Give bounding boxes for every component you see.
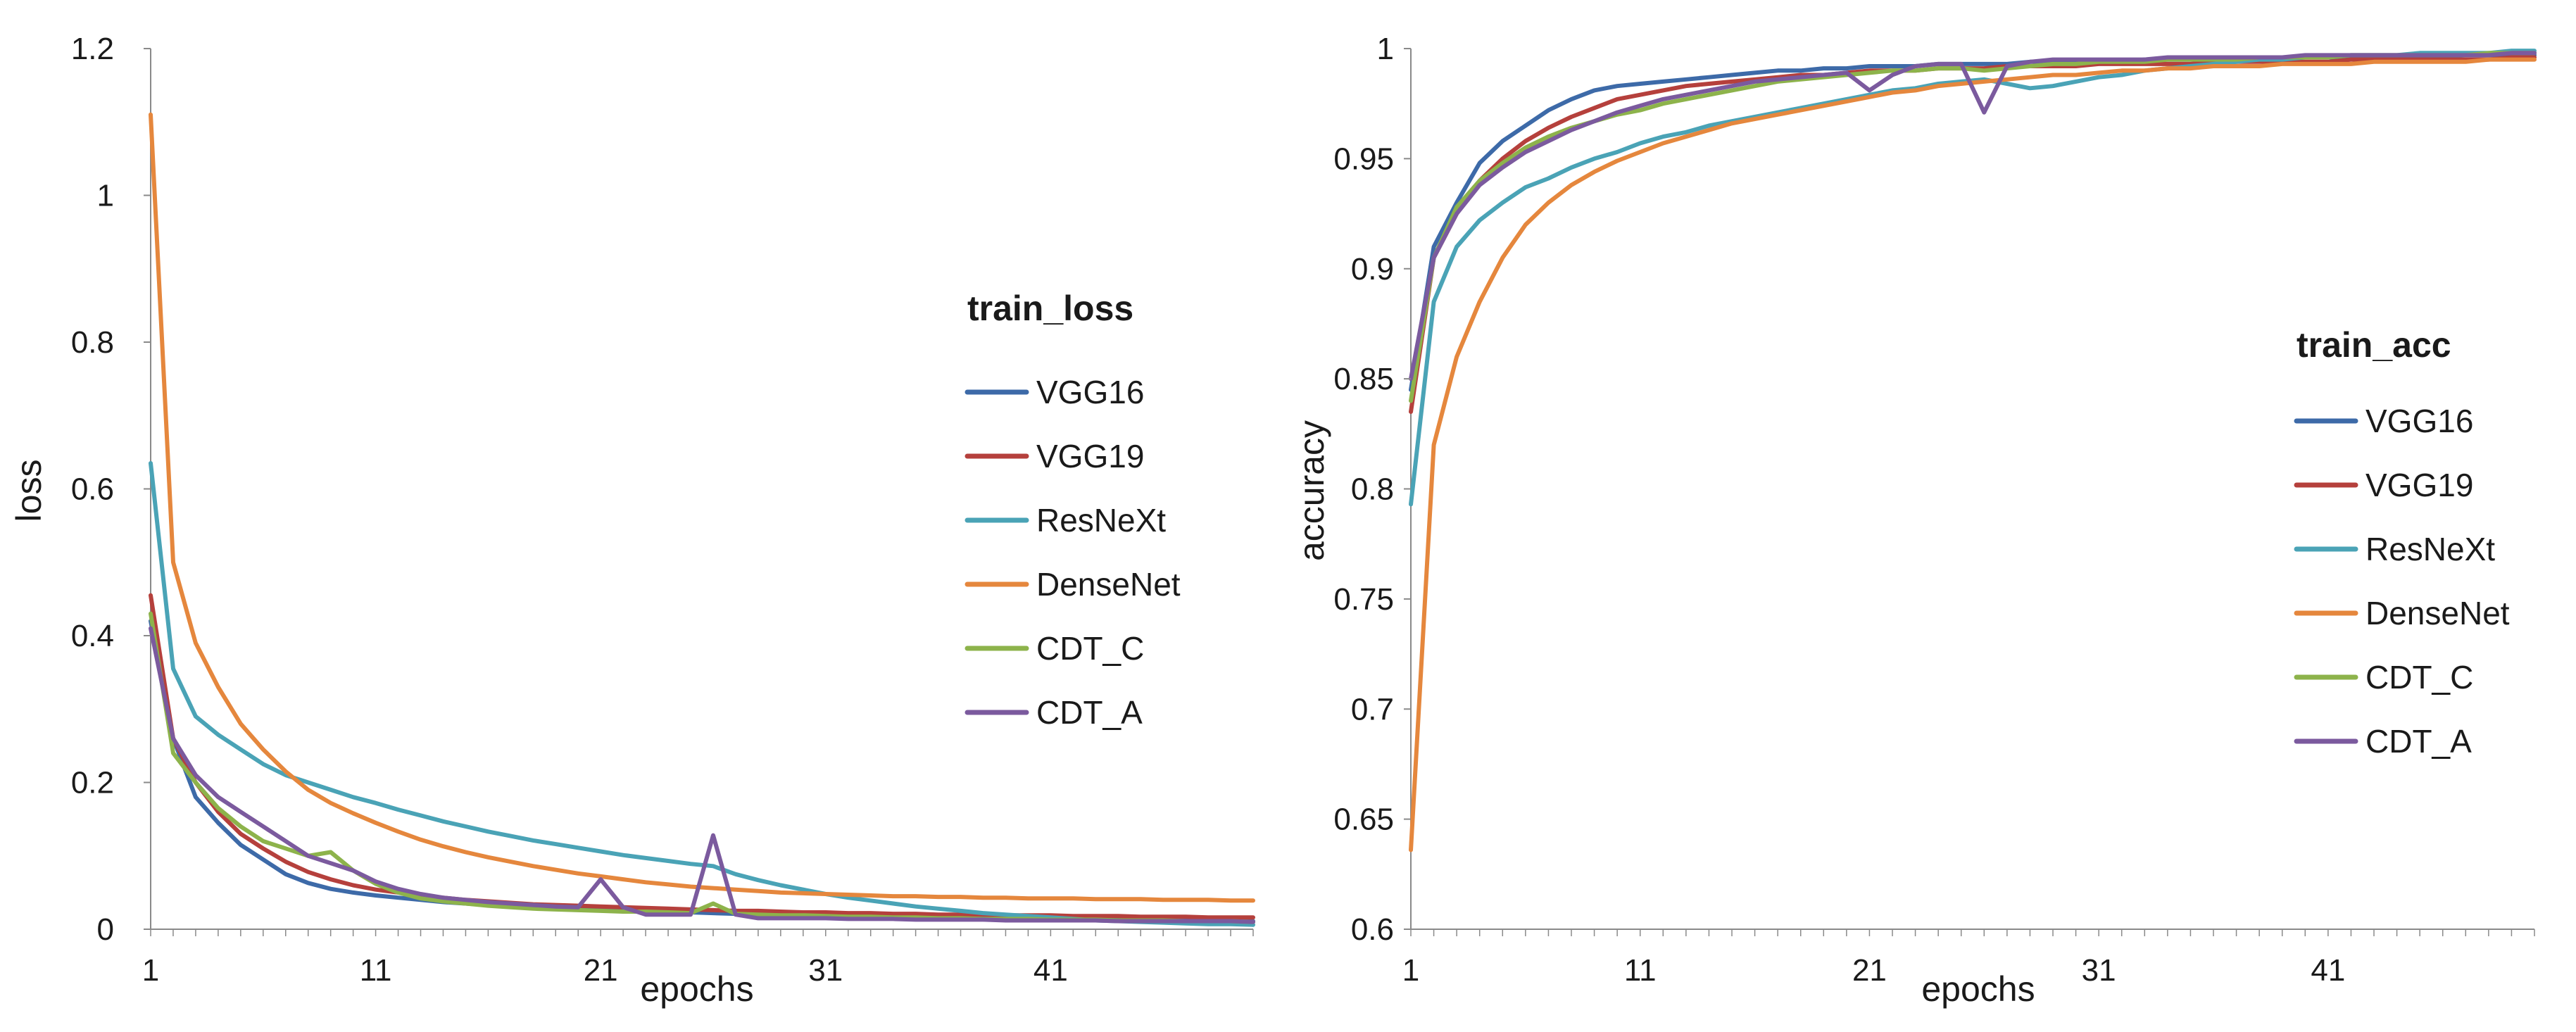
loss-y-axis-title: loss <box>9 460 49 522</box>
loss-y-tick-label: 1 <box>97 179 114 213</box>
accuracy-legend-label: DenseNet <box>2365 595 2510 631</box>
loss-legend-label: DenseNet <box>1036 566 1181 603</box>
loss-chart: 00.20.40.60.811.21 11 21 31 41 epochs loss t… <box>9 32 1255 1009</box>
accuracy-y-tick-label: 0.7 <box>1351 692 1394 726</box>
accuracy-x-tick-label: 1 <box>1402 953 1419 988</box>
accuracy-legend-label: CDT_C <box>2365 659 2473 696</box>
accuracy-y-axis-title: accuracy <box>1292 420 1331 561</box>
loss-x-tick-label: 11 <box>360 953 392 988</box>
loss-y-tick-label: 0.4 <box>71 619 114 653</box>
accuracy-y-tick-label: 0.95 <box>1333 141 1394 176</box>
loss-legend-label: CDT_A <box>1036 694 1143 731</box>
accuracy-x-tick-label: 41 <box>2311 953 2345 988</box>
loss-x-tick-label: 1 <box>142 953 159 988</box>
loss-y-tick-label: 0.8 <box>71 325 114 360</box>
accuracy-series-cdt-a <box>1409 51 2537 382</box>
accuracy-y-tick-label: 1 <box>1377 32 1394 66</box>
accuracy-legend-label: VGG16 <box>2365 403 2473 439</box>
loss-x-axis-title: epochs <box>640 969 753 1009</box>
loss-y-tick-label: 1.2 <box>71 32 114 66</box>
loss-x-tick-label: 31 <box>808 953 843 988</box>
accuracy-y-tick-label: 0.85 <box>1333 362 1394 396</box>
loss-x-tick-label: 41 <box>1033 953 1068 988</box>
accuracy-y-tick-label: 0.65 <box>1333 803 1394 837</box>
loss-legend-label: ResNeXt <box>1036 502 1166 539</box>
accuracy-legend-title: train_acc <box>2297 325 2451 365</box>
accuracy-y-tick-label: 0.6 <box>1351 912 1394 947</box>
loss-series-densenet <box>149 112 1255 903</box>
accuracy-y-tick-label: 0.75 <box>1333 582 1394 617</box>
accuracy-x-tick-label: 11 <box>1624 953 1657 988</box>
accuracy-legend-label: CDT_A <box>2365 723 2472 760</box>
accuracy-x-tick-label: 31 <box>2082 953 2116 988</box>
loss-legend-label: VGG19 <box>1036 438 1144 474</box>
accuracy-x-axis-title: epochs <box>1921 969 2035 1009</box>
loss-legend-label: VGG16 <box>1036 374 1144 410</box>
accuracy-legend-label: VGG19 <box>2365 467 2473 503</box>
loss-y-tick-label: 0.2 <box>71 766 114 800</box>
accuracy-y-tick-label: 0.8 <box>1351 472 1394 507</box>
loss-legend-title: train_loss <box>967 289 1133 328</box>
loss-y-tick-label: 0.6 <box>71 472 114 507</box>
accuracy-series-densenet <box>1409 57 2537 852</box>
loss-y-tick-label: 0 <box>97 912 114 947</box>
accuracy-y-tick-label: 0.9 <box>1351 252 1394 287</box>
accuracy-legend-label: ResNeXt <box>2365 531 2495 567</box>
loss-legend-label: CDT_C <box>1036 630 1144 667</box>
loss-series-cdt-a <box>149 626 1255 924</box>
accuracy-x-tick-label: 21 <box>1852 953 1887 988</box>
loss-x-tick-label: 21 <box>584 953 618 988</box>
